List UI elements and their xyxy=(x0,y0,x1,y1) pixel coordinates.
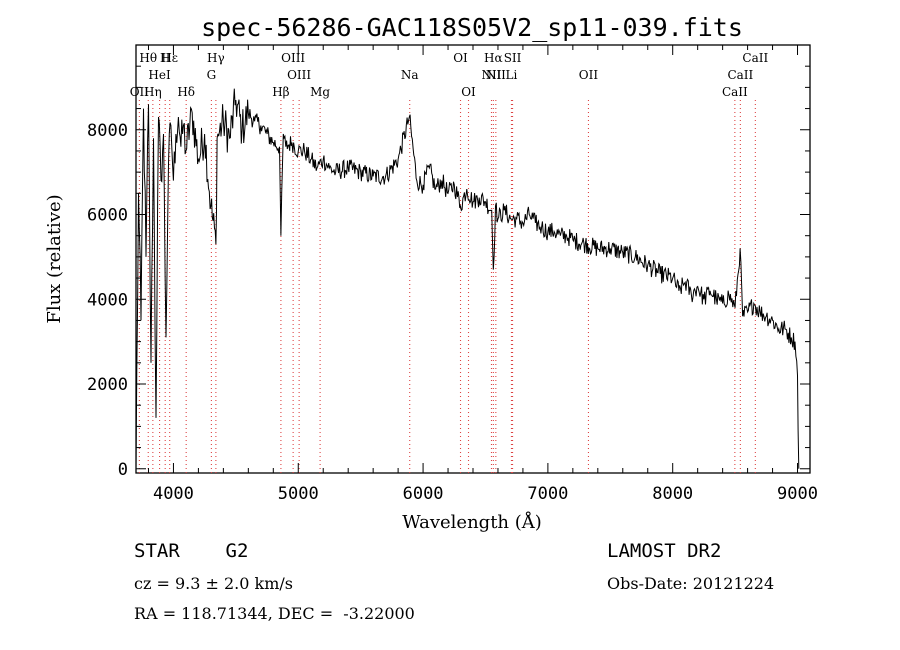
x-tick-label: 6000 xyxy=(403,484,444,504)
line-label: Hγ xyxy=(207,51,225,65)
line-label: NII xyxy=(486,68,506,82)
line-label: Hθ xyxy=(139,51,157,65)
axis-ticks xyxy=(136,45,810,473)
line-label: Hα xyxy=(484,51,503,65)
x-tick-label: 4000 xyxy=(153,484,194,504)
line-label: Mg xyxy=(310,85,330,99)
line-label: OII xyxy=(579,68,599,82)
line-label: H xyxy=(160,51,170,65)
x-tick-label: 9000 xyxy=(777,484,818,504)
line-label: NII xyxy=(481,68,501,82)
y-tick-label: 8000 xyxy=(87,121,128,141)
object-class: STAR G2 xyxy=(134,540,249,562)
chart-title: spec-56286-GAC118S05V2_sp11-039.fits xyxy=(201,13,743,42)
redshift-cz: cz = 9.3 ± 2.0 km/s xyxy=(134,574,293,593)
line-label: OI xyxy=(453,51,468,65)
x-tick-label: 5000 xyxy=(278,484,319,504)
x-tick-label: 8000 xyxy=(652,484,693,504)
line-label: OII xyxy=(130,85,150,99)
line-label: CaII xyxy=(742,51,768,65)
spectral-line-markers xyxy=(138,100,756,473)
line-label: OI xyxy=(461,85,476,99)
coordinates: RA = 118.71344, DEC = -3.22000 xyxy=(134,604,415,623)
line-label: HeI xyxy=(148,68,171,82)
line-label: Hδ xyxy=(177,85,195,99)
line-label: OIII xyxy=(281,51,305,65)
line-label: CaII xyxy=(727,68,753,82)
survey-name: LAMOST DR2 xyxy=(607,540,722,562)
line-label: Na xyxy=(401,68,419,82)
line-label: Hη xyxy=(144,85,162,99)
line-label: OIII xyxy=(287,68,311,82)
axis-tick-labels: 4000 5000 6000 7000 8000 9000 0 2000 4000 6000 800… xyxy=(87,121,818,504)
line-label: SII xyxy=(504,51,522,65)
x-axis-label: Wavelength (Å) xyxy=(402,511,542,533)
y-tick-label: 2000 xyxy=(87,375,128,395)
line-label: CaII xyxy=(722,85,748,99)
line-label: Hβ xyxy=(272,85,289,99)
line-label: G xyxy=(207,68,217,82)
spectrum-line xyxy=(135,88,800,469)
y-tick-label: 6000 xyxy=(87,206,128,226)
y-tick-label: 0 xyxy=(118,460,128,480)
line-label: Li xyxy=(506,68,518,82)
y-tick-label: 4000 xyxy=(87,290,128,310)
y-axis-label: Flux (relative) xyxy=(44,194,65,323)
obs-date: Obs-Date: 20121224 xyxy=(607,574,775,593)
x-tick-label: 7000 xyxy=(527,484,568,504)
